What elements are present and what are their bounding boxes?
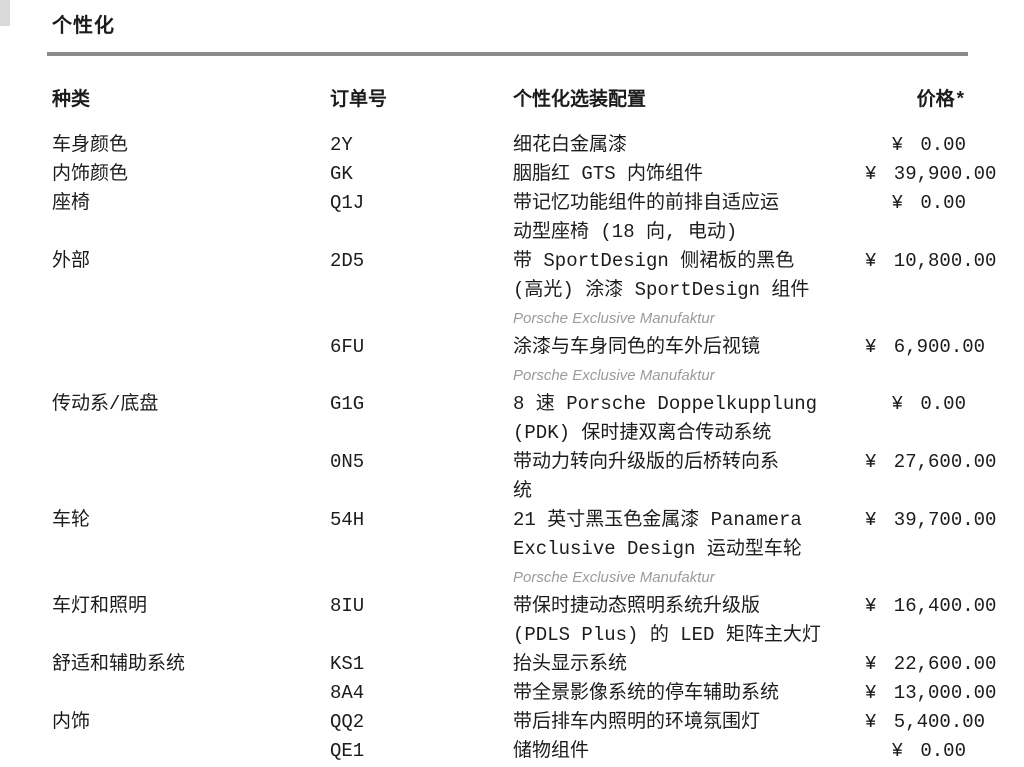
config-line: 8 速 Porsche Doppelkupplung	[513, 393, 818, 415]
config-line: (PDLS Plus) 的 LED 矩阵主大灯	[513, 624, 821, 646]
header-order-no: 订单号	[330, 89, 388, 111]
row-price: ¥ 13,000.00	[865, 682, 997, 704]
config-line: 统	[513, 480, 533, 502]
row-price: ¥ 39,900.00	[865, 163, 997, 185]
config-line: (高光) 涂漆 SportDesign 组件	[513, 279, 810, 301]
table-row: 内饰颜色 GK 胭脂红 GTS 内饰组件 ¥ 39,900.00	[52, 160, 996, 189]
row-config: 带后排车内照明的环境氛围灯	[513, 708, 865, 737]
row-category: 内饰	[52, 711, 91, 733]
row-price: ¥ 16,400.00	[865, 595, 997, 617]
config-line: 细花白金属漆	[513, 134, 628, 156]
row-config: 细花白金属漆	[513, 131, 865, 160]
config-line: 带 SportDesign 侧裙板的黑色	[513, 250, 795, 272]
scan-artifact	[0, 0, 10, 26]
config-line: 带后排车内照明的环境氛围灯	[513, 711, 761, 733]
table-row: 传动系/底盘 G1G 8 速 Porsche Doppelkupplung (PD…	[52, 390, 966, 448]
row-order-code: 54H	[330, 509, 365, 531]
row-config: 带 SportDesign 侧裙板的黑色 (高光) 涂漆 SportDesign …	[513, 247, 865, 333]
table-row: 6FU 涂漆与车身同色的车外后视镜 Porsche Exclusive Manuf…	[52, 333, 985, 390]
row-order-code: 6FU	[330, 336, 365, 358]
row-config: 带记忆功能组件的前排自适应运 动型座椅 (18 向, 电动)	[513, 189, 865, 247]
row-order-code: 2Y	[330, 134, 353, 156]
config-line: Exclusive Design 运动型车轮	[513, 538, 802, 560]
table-row: 车身颜色 2Y 细花白金属漆 ¥ 0.00	[52, 131, 966, 160]
row-price: ¥ 22,600.00	[865, 653, 997, 675]
row-price: ¥ 5,400.00	[865, 711, 986, 733]
row-order-code: 0N5	[330, 451, 365, 473]
row-price: ¥ 27,600.00	[865, 451, 997, 473]
row-price: ¥ 0.00	[891, 134, 966, 156]
page-title: 个性化	[52, 16, 115, 39]
row-config: 带全景影像系统的停车辅助系统	[513, 679, 865, 708]
table-row: 车灯和照明 8IU 带保时捷动态照明系统升级版 (PDLS Plus) 的 LED…	[52, 592, 996, 650]
table-row: 座椅 Q1J 带记忆功能组件的前排自适应运 动型座椅 (18 向, 电动) ¥ 0…	[52, 189, 966, 247]
config-line: 胭脂红 GTS 内饰组件	[513, 163, 704, 185]
table-row: 舒适和辅助系统 KS1 抬头显示系统 ¥ 22,600.00	[52, 650, 996, 679]
row-config: 21 英寸黑玉色金属漆 Panamera Exclusive Design 运动型…	[513, 506, 865, 592]
row-order-code: 8A4	[330, 682, 365, 704]
config-line: 带动力转向升级版的后桥转向系	[513, 451, 780, 473]
row-price: ¥ 0.00	[891, 740, 966, 762]
config-line: 带保时捷动态照明系统升级版	[513, 595, 761, 617]
row-category: 座椅	[52, 192, 91, 214]
header-price: 价格*	[916, 89, 966, 111]
exclusive-manufaktur-note: Porsche Exclusive Manufaktur	[513, 310, 715, 327]
exclusive-manufaktur-note: Porsche Exclusive Manufaktur	[513, 367, 715, 384]
row-order-code: 2D5	[330, 250, 365, 272]
config-line: 21 英寸黑玉色金属漆 Panamera	[513, 509, 802, 531]
options-table-body: 车身颜色 2Y 细花白金属漆 ¥ 0.00 内饰颜色 GK 胭脂红 GTS 内饰…	[52, 131, 996, 766]
config-line: 带记忆功能组件的前排自适应运	[513, 192, 780, 214]
config-line: 动型座椅 (18 向, 电动)	[513, 221, 738, 243]
row-config: 涂漆与车身同色的车外后视镜 Porsche Exclusive Manufaktu…	[513, 333, 865, 390]
table-row: 内饰 QQ2 带后排车内照明的环境氛围灯 ¥ 5,400.00	[52, 708, 985, 737]
row-category: 车轮	[52, 509, 91, 531]
row-order-code: QQ2	[330, 711, 365, 733]
row-category: 外部	[52, 250, 91, 272]
row-category: 传动系/底盘	[52, 393, 159, 415]
config-line: (PDK) 保时捷双离合传动系统	[513, 422, 772, 444]
options-table: 种类 订单号 个性化选装配置 价格* 车身颜色 2Y 细花白金属漆 ¥ 0.00…	[52, 86, 996, 766]
row-config: 胭脂红 GTS 内饰组件	[513, 160, 865, 189]
table-row: 外部 2D5 带 SportDesign 侧裙板的黑色 (高光) 涂漆 Sport…	[52, 247, 996, 333]
row-config: 储物组件	[513, 737, 865, 766]
config-line: 抬头显示系统	[513, 653, 628, 675]
header-config: 个性化选装配置	[513, 89, 647, 111]
header-category: 种类	[52, 89, 91, 111]
row-order-code: KS1	[330, 653, 365, 675]
table-row: QE1 储物组件 ¥ 0.00	[52, 737, 966, 766]
row-config: 带保时捷动态照明系统升级版 (PDLS Plus) 的 LED 矩阵主大灯	[513, 592, 865, 650]
row-price: ¥ 0.00	[891, 192, 966, 214]
config-line: 储物组件	[513, 740, 590, 762]
table-row: 8A4 带全景影像系统的停车辅助系统 ¥ 13,000.00	[52, 679, 996, 708]
row-category: 车灯和照明	[52, 595, 148, 617]
row-order-code: G1G	[330, 393, 365, 415]
title-divider	[47, 52, 968, 56]
row-price: ¥ 10,800.00	[865, 250, 997, 272]
table-row: 车轮 54H 21 英寸黑玉色金属漆 Panamera Exclusive Des…	[52, 506, 996, 592]
config-line: 带全景影像系统的停车辅助系统	[513, 682, 780, 704]
row-price: ¥ 0.00	[891, 393, 966, 415]
row-category: 舒适和辅助系统	[52, 653, 186, 675]
row-order-code: GK	[330, 163, 353, 185]
row-category: 车身颜色	[52, 134, 129, 156]
exclusive-manufaktur-note: Porsche Exclusive Manufaktur	[513, 569, 715, 586]
row-config: 抬头显示系统	[513, 650, 865, 679]
table-header-row: 种类 订单号 个性化选装配置 价格*	[52, 86, 966, 115]
row-category: 内饰颜色	[52, 163, 129, 185]
row-order-code: QE1	[330, 740, 365, 762]
config-line: 涂漆与车身同色的车外后视镜	[513, 336, 761, 358]
row-price: ¥ 39,700.00	[865, 509, 997, 531]
table-row: 0N5 带动力转向升级版的后桥转向系统 ¥ 27,600.00	[52, 448, 996, 506]
row-config: 带动力转向升级版的后桥转向系统	[513, 448, 865, 506]
row-price: ¥ 6,900.00	[865, 336, 986, 358]
row-order-code: 8IU	[330, 595, 365, 617]
row-order-code: Q1J	[330, 192, 365, 214]
row-config: 8 速 Porsche Doppelkupplung (PDK) 保时捷双离合传动…	[513, 390, 865, 448]
